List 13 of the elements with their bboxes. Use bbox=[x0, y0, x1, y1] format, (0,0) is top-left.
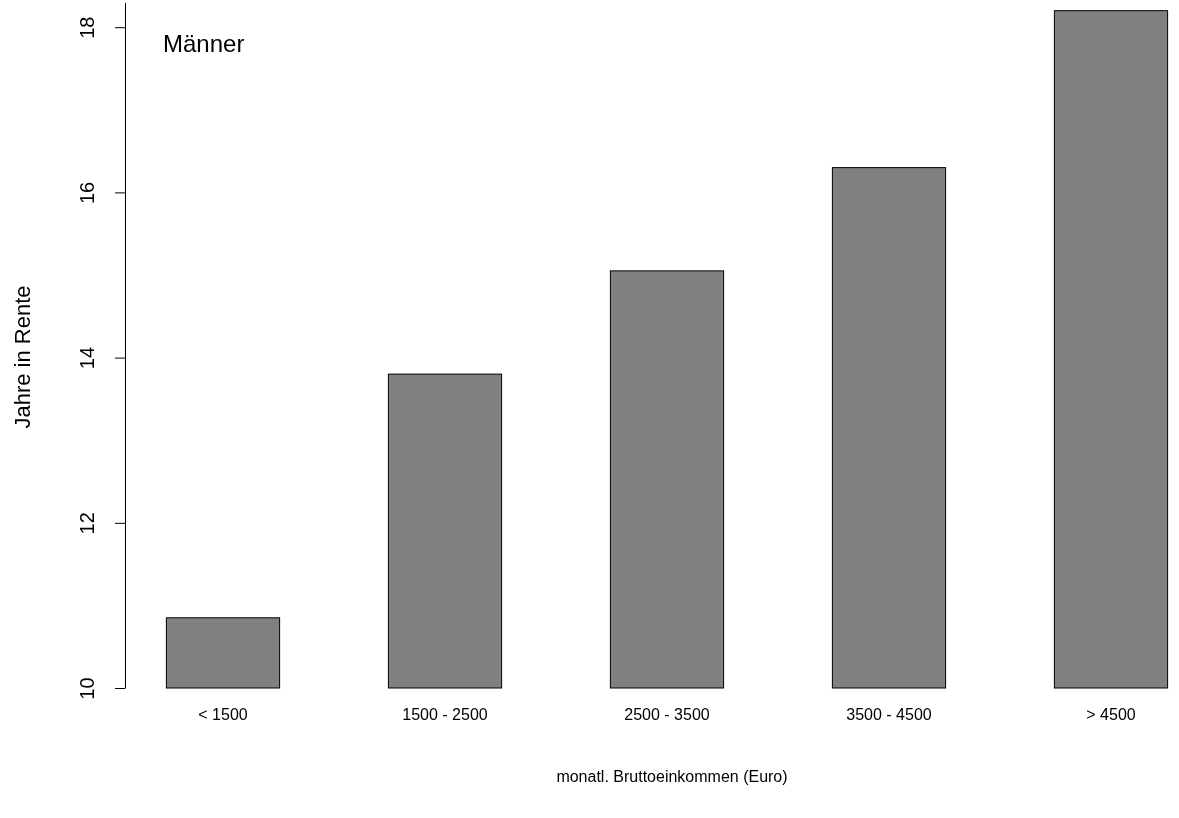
x-axis-title: monatl. Bruttoeinkommen (Euro) bbox=[556, 768, 788, 785]
x-tick-label: > 4500 bbox=[1086, 706, 1136, 724]
y-axis-title: Jahre in Rente bbox=[10, 285, 35, 429]
y-tick-label: 10 bbox=[76, 677, 98, 700]
y-tick-label: 12 bbox=[76, 512, 98, 535]
annotation: Männer bbox=[163, 30, 245, 57]
y-tick-label: 14 bbox=[76, 346, 98, 370]
y-tick-label: 16 bbox=[76, 181, 98, 205]
x-tick-label: 2500 - 3500 bbox=[624, 706, 710, 724]
y-tick-label: 18 bbox=[76, 16, 98, 39]
x-tick-label: < 1500 bbox=[198, 706, 248, 724]
x-tick-label: 3500 - 4500 bbox=[846, 706, 932, 724]
x-tick-label: 1500 - 2500 bbox=[402, 706, 488, 724]
